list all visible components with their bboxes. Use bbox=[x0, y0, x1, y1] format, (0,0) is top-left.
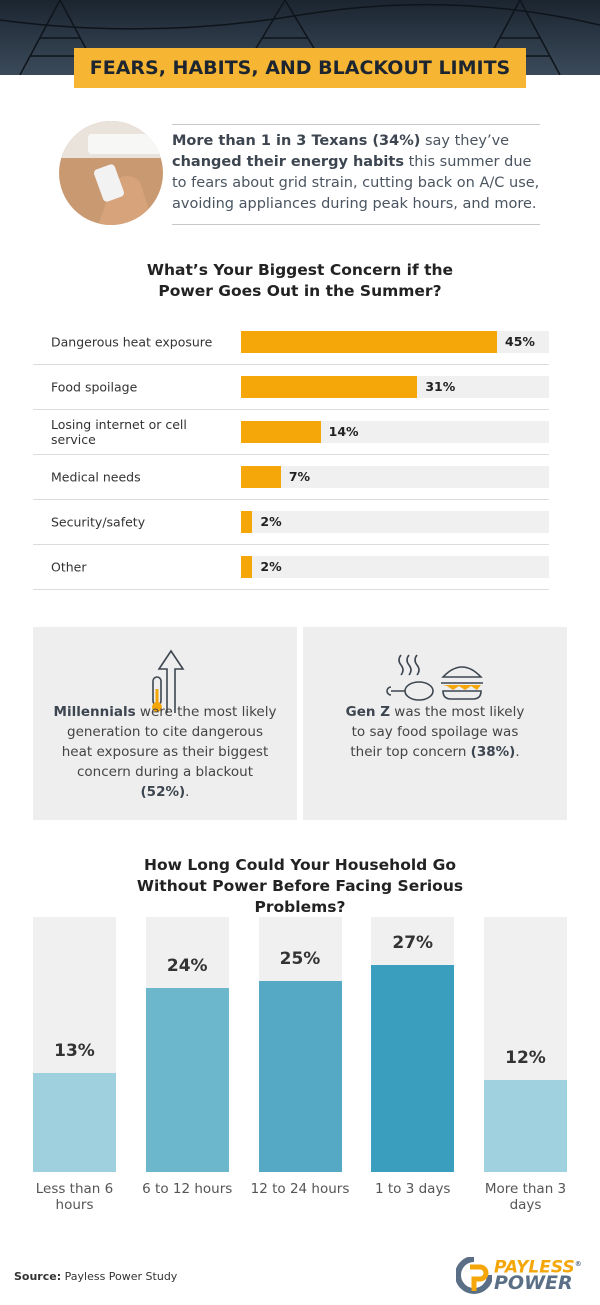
bar bbox=[241, 331, 497, 353]
chart-title: How Long Could Your Household Go Without… bbox=[136, 856, 464, 916]
value-label: 24% bbox=[166, 956, 208, 977]
text-run: (38%) bbox=[470, 744, 516, 760]
bar bbox=[371, 965, 455, 1172]
value-label: 45% bbox=[505, 334, 535, 349]
logo-line2: POWER bbox=[494, 1272, 573, 1294]
text-run: More than 1 in 3 Texans (34%) bbox=[172, 133, 421, 149]
row-divider bbox=[33, 544, 549, 545]
bar bbox=[145, 988, 229, 1172]
bar bbox=[258, 980, 342, 1172]
card-text: Millennials were the most likely generat… bbox=[53, 702, 277, 802]
logo: PAYLESS® POWER bbox=[456, 1255, 596, 1297]
logo-mark: ® bbox=[574, 1260, 582, 1268]
ac-photo bbox=[59, 121, 163, 225]
row-divider bbox=[33, 454, 549, 455]
text-run: was the most likely to say food spoilage… bbox=[350, 704, 525, 760]
source-label: Source: bbox=[14, 1270, 62, 1283]
category-label: Food spoilage bbox=[51, 379, 138, 395]
heat-icon bbox=[152, 649, 185, 713]
text-run: . bbox=[515, 744, 520, 760]
category-label: More than 3 days bbox=[484, 1181, 567, 1213]
row-divider bbox=[33, 409, 549, 410]
value-label: 12% bbox=[505, 1048, 546, 1069]
card-text: Gen Z was the most likely to say food sp… bbox=[343, 702, 527, 762]
logo-icon bbox=[456, 1257, 492, 1294]
category-label: Security/safety bbox=[51, 514, 146, 530]
card: Gen Z was the most likely to say food sp… bbox=[303, 627, 567, 820]
value-label: 27% bbox=[392, 933, 434, 954]
bar-track bbox=[241, 466, 549, 488]
bar bbox=[241, 421, 321, 443]
intro-text: More than 1 in 3 Texans (34%) say they’v… bbox=[172, 131, 544, 215]
value-label: 2% bbox=[260, 514, 282, 529]
bar bbox=[33, 1072, 116, 1172]
source: Source: Payless Power Study bbox=[14, 1270, 177, 1283]
category-label: 12 to 24 hours bbox=[250, 1181, 350, 1197]
text-run: Gen Z bbox=[345, 704, 391, 720]
category-label: Less than 6 hours bbox=[35, 1181, 114, 1213]
food-icon bbox=[386, 654, 483, 701]
text-run: say they’ve bbox=[420, 133, 510, 149]
value-label: 2% bbox=[260, 559, 282, 574]
logo-text: PAYLESS bbox=[494, 1257, 575, 1278]
bar-track bbox=[241, 556, 549, 578]
bar-track bbox=[241, 511, 549, 533]
bar bbox=[241, 511, 253, 533]
value-label: 13% bbox=[54, 1040, 95, 1061]
value-label: 25% bbox=[279, 948, 321, 969]
category-label: Medical needs bbox=[51, 469, 141, 485]
category-label: 6 to 12 hours bbox=[142, 1181, 233, 1197]
category-label: Losing internet or cell service bbox=[51, 417, 187, 447]
value-label: 7% bbox=[288, 469, 311, 484]
source-text: Payless Power Study bbox=[61, 1270, 178, 1283]
value-label: 14% bbox=[328, 424, 359, 439]
text-run: changed their energy habits bbox=[172, 154, 404, 170]
text-run: were the most likely generation to cite … bbox=[61, 704, 277, 780]
row-divider bbox=[33, 589, 549, 590]
chart-title: What’s Your Biggest Concern if the Power… bbox=[146, 261, 454, 300]
value-label: 31% bbox=[425, 379, 456, 394]
logo-line1: PAYLESS® bbox=[494, 1255, 582, 1277]
bar bbox=[241, 376, 418, 398]
category-label: Dangerous heat exposure bbox=[51, 334, 213, 350]
text-run: Millennials bbox=[53, 704, 136, 720]
category-label: 1 to 3 days bbox=[375, 1181, 451, 1197]
category-label: Other bbox=[51, 559, 87, 575]
bar bbox=[484, 1080, 567, 1172]
bar bbox=[241, 556, 253, 578]
bar bbox=[241, 466, 281, 488]
divider bbox=[172, 224, 540, 225]
divider bbox=[172, 124, 540, 125]
text-run: . bbox=[185, 784, 190, 800]
page-title: FEARS, HABITS, AND BLACKOUT LIMITS bbox=[74, 48, 526, 88]
card: Millennials were the most likely generat… bbox=[33, 627, 297, 820]
row-divider bbox=[33, 364, 549, 365]
row-divider bbox=[33, 499, 549, 500]
text-run: this summer due to fears about grid stra… bbox=[172, 154, 540, 212]
text-run: (52%) bbox=[140, 784, 186, 800]
